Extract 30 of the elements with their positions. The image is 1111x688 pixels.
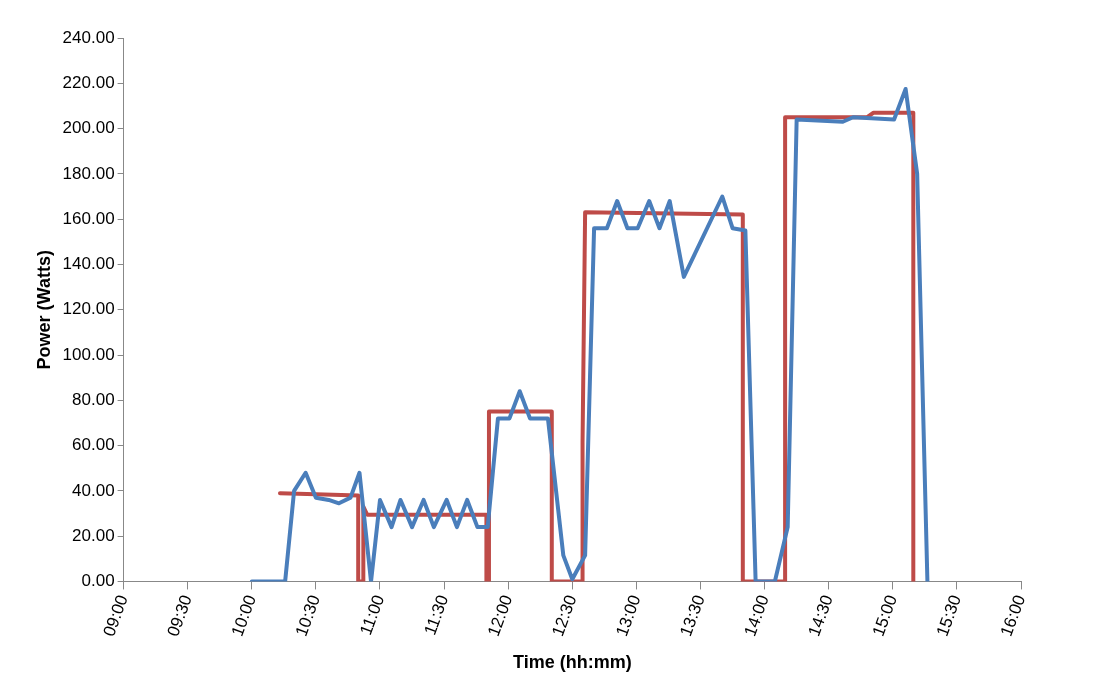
x-tick-label: 11:00 <box>356 592 389 638</box>
x-tick-label: 12:30 <box>548 592 581 639</box>
x-tick-label: 15:00 <box>868 592 901 639</box>
y-tick-label: 80.00 <box>72 389 115 409</box>
x-tick-label: 10:00 <box>227 592 260 639</box>
y-tick-label: 100.00 <box>62 344 115 364</box>
y-tick-label: 40.00 <box>72 480 115 500</box>
x-tick-label: 11:30 <box>420 592 453 638</box>
x-tick-label: 16:00 <box>996 592 1030 639</box>
y-tick-label: 220.00 <box>62 72 115 92</box>
x-tick-label: 14:30 <box>804 592 837 639</box>
x-tick-label: 12:00 <box>483 592 517 639</box>
y-tick-label: 160.00 <box>62 208 115 228</box>
x-tick-label: 09:30 <box>163 592 196 639</box>
y-tick-label: 60.00 <box>72 435 115 455</box>
y-tick-label: 240.00 <box>62 27 115 47</box>
x-tick-label: 09:00 <box>99 592 132 639</box>
y-tick-label: 200.00 <box>62 118 115 138</box>
x-tick-label: 10:30 <box>291 592 325 639</box>
x-tick-label: 14:00 <box>740 592 773 639</box>
y-tick-label: 20.00 <box>72 525 115 545</box>
x-tick-label: 15:30 <box>932 592 966 639</box>
x-tick-label: 13:30 <box>676 592 709 639</box>
y-tick-label: 0.00 <box>81 571 115 591</box>
y-tick-label: 120.00 <box>62 299 115 319</box>
y-tick-label: 140.00 <box>62 254 115 274</box>
x-axis-title: Time (hh:mm) <box>512 652 632 673</box>
y-axis-title: Power (Watts) <box>33 250 54 370</box>
y-tick-label: 180.00 <box>62 163 115 183</box>
x-tick-label: 13:00 <box>612 592 645 639</box>
